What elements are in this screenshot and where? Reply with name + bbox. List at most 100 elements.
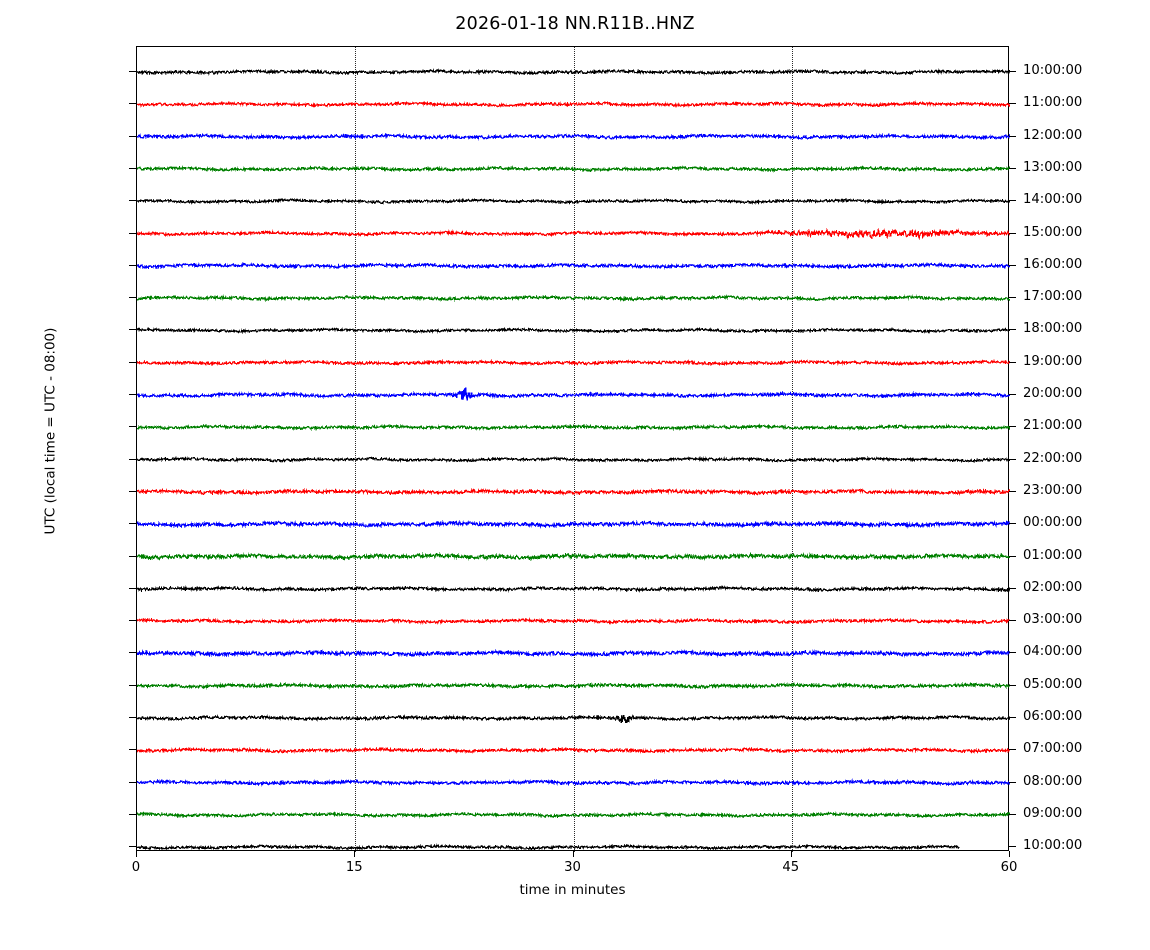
y-tick-left-2 (129, 135, 136, 137)
y-tick-left-4 (129, 200, 136, 202)
y-tick-label-right-2: 12:00:00 (1023, 127, 1083, 143)
trace-row-23 (137, 810, 1010, 819)
trace-row-13 (137, 487, 1010, 497)
x-tick-0 (136, 851, 137, 857)
x-tick-30 (572, 851, 574, 857)
trace-row-17 (137, 617, 1010, 625)
y-axis-label-container: UTC (local time = UTC - 08:00) (41, 29, 61, 834)
x-tick-15 (354, 851, 356, 857)
y-tick-left-16 (129, 587, 136, 589)
y-tick-left-20 (129, 717, 136, 718)
trace-row-9 (137, 358, 1010, 367)
trace-row-0 (137, 68, 1010, 76)
y-tick-label-right-12: 22:00:00 (1023, 450, 1083, 466)
x-tick-label-0: 0 (131, 860, 141, 875)
y-tick-right-7 (1009, 297, 1016, 299)
y-tick-right-0 (1009, 71, 1016, 72)
y-tick-left-1 (129, 103, 136, 105)
y-tick-right-8 (1009, 329, 1016, 331)
y-axis-label: UTC (local time = UTC - 08:00) (42, 327, 59, 535)
y-tick-label-right-1: 11:00:00 (1023, 95, 1083, 111)
y-tick-right-12 (1009, 458, 1016, 460)
plot-area[interactable] (136, 46, 1010, 852)
y-tick-label-right-3: 13:00:00 (1023, 159, 1083, 175)
y-tick-left-19 (129, 684, 136, 686)
y-tick-right-18 (1009, 652, 1016, 654)
y-tick-left-15 (129, 555, 136, 557)
y-tick-left-13 (129, 490, 136, 492)
y-tick-right-15 (1009, 555, 1016, 557)
y-tick-label-right-10: 20:00:00 (1023, 386, 1083, 401)
trace-row-8 (137, 327, 1010, 335)
trace-row-4 (137, 197, 1010, 205)
trace-row-7 (137, 294, 1010, 302)
x-tick-label-45: 45 (782, 860, 800, 875)
y-tick-left-24 (129, 846, 136, 848)
y-tick-right-2 (1009, 135, 1016, 137)
y-tick-left-23 (129, 813, 136, 815)
page-title: 2026-01-18 NN.R11B..HNZ (455, 14, 695, 34)
y-tick-left-17 (129, 620, 136, 622)
y-tick-left-8 (129, 329, 136, 331)
y-tick-right-20 (1009, 717, 1016, 718)
trace-row-15 (137, 551, 1010, 562)
trace-row-12 (137, 455, 1010, 464)
trace-row-21 (137, 746, 1010, 754)
y-tick-label-right-15: 01:00:00 (1023, 547, 1083, 563)
trace-row-20 (137, 714, 1010, 724)
y-tick-left-6 (129, 264, 136, 266)
y-tick-right-22 (1009, 781, 1016, 783)
trace-row-16 (137, 585, 1010, 593)
y-tick-left-10 (129, 394, 136, 395)
y-tick-label-right-0: 10:00:00 (1023, 63, 1083, 78)
y-tick-label-right-13: 23:00:00 (1023, 482, 1083, 498)
x-axis-label: time in minutes (519, 882, 626, 898)
y-tick-right-1 (1009, 103, 1016, 105)
y-tick-left-14 (129, 523, 136, 525)
y-tick-right-16 (1009, 587, 1016, 589)
x-tick-label-60: 60 (1000, 860, 1018, 875)
y-tick-label-right-6: 16:00:00 (1023, 256, 1083, 272)
trace-row-6 (137, 261, 1010, 270)
gridline-45min (791, 47, 793, 852)
y-tick-right-6 (1009, 264, 1016, 266)
y-tick-right-9 (1009, 361, 1016, 363)
y-tick-label-right-20: 06:00:00 (1023, 709, 1083, 724)
trace-row-3 (137, 164, 1010, 173)
y-tick-label-right-24: 10:00:00 (1023, 838, 1083, 854)
gridline-30min (573, 47, 575, 852)
y-tick-label-right-5: 15:00:00 (1023, 224, 1083, 240)
trace-row-24 (137, 843, 960, 851)
y-tick-label-right-21: 07:00:00 (1023, 741, 1083, 757)
trace-row-18 (137, 648, 1010, 658)
trace-row-2 (137, 132, 1010, 141)
y-tick-right-17 (1009, 620, 1016, 622)
y-tick-left-7 (129, 297, 136, 299)
y-tick-label-right-17: 03:00:00 (1023, 612, 1083, 628)
y-tick-left-5 (129, 232, 136, 234)
y-tick-left-21 (129, 749, 136, 751)
y-tick-left-11 (129, 426, 136, 428)
y-tick-left-18 (129, 652, 136, 654)
y-tick-label-right-11: 21:00:00 (1023, 418, 1083, 434)
trace-row-14 (137, 519, 1010, 529)
x-tick-label-30: 30 (564, 860, 581, 875)
seismic-traces (137, 68, 1010, 851)
y-tick-right-24 (1009, 846, 1016, 848)
y-tick-right-3 (1009, 167, 1016, 169)
x-tick-60 (1009, 851, 1010, 857)
y-tick-left-9 (129, 361, 136, 363)
y-tick-right-13 (1009, 490, 1016, 492)
y-tick-right-14 (1009, 523, 1016, 525)
y-tick-left-22 (129, 781, 136, 783)
y-tick-right-21 (1009, 749, 1016, 751)
y-tick-label-right-19: 05:00:00 (1023, 676, 1083, 692)
trace-row-22 (137, 778, 1010, 787)
y-tick-right-10 (1009, 394, 1016, 395)
x-tick-label-15: 15 (345, 860, 363, 875)
y-tick-label-right-7: 17:00:00 (1023, 289, 1083, 305)
y-tick-label-right-22: 08:00:00 (1023, 773, 1083, 789)
y-tick-label-right-14: 00:00:00 (1023, 515, 1083, 531)
y-tick-label-right-9: 19:00:00 (1023, 353, 1083, 369)
